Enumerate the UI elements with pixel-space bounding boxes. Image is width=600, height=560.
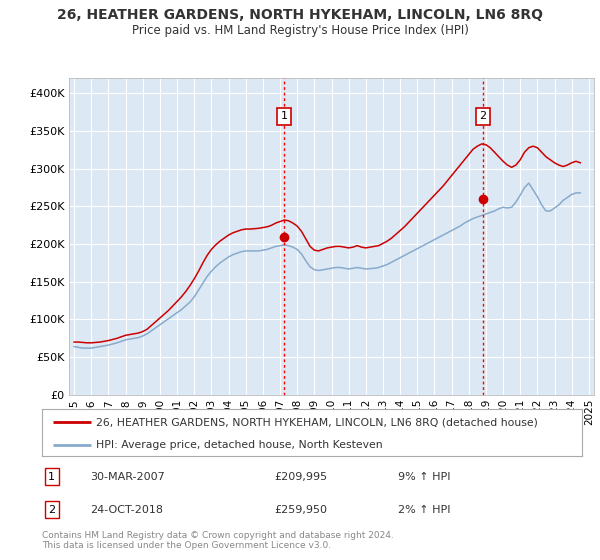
Text: £259,950: £259,950: [274, 505, 327, 515]
Text: 1: 1: [281, 111, 287, 122]
Text: 30-MAR-2007: 30-MAR-2007: [91, 472, 166, 482]
Text: Price paid vs. HM Land Registry's House Price Index (HPI): Price paid vs. HM Land Registry's House …: [131, 24, 469, 36]
Text: £209,995: £209,995: [274, 472, 328, 482]
Text: 2: 2: [48, 505, 55, 515]
Text: 2: 2: [479, 111, 486, 122]
Text: 26, HEATHER GARDENS, NORTH HYKEHAM, LINCOLN, LN6 8RQ: 26, HEATHER GARDENS, NORTH HYKEHAM, LINC…: [57, 8, 543, 22]
Text: 2% ↑ HPI: 2% ↑ HPI: [398, 505, 451, 515]
Text: 1: 1: [48, 472, 55, 482]
Text: 24-OCT-2018: 24-OCT-2018: [91, 505, 164, 515]
Text: HPI: Average price, detached house, North Kesteven: HPI: Average price, detached house, Nort…: [96, 440, 383, 450]
Text: 26, HEATHER GARDENS, NORTH HYKEHAM, LINCOLN, LN6 8RQ (detached house): 26, HEATHER GARDENS, NORTH HYKEHAM, LINC…: [96, 417, 538, 427]
Text: Contains HM Land Registry data © Crown copyright and database right 2024.
This d: Contains HM Land Registry data © Crown c…: [42, 530, 394, 550]
Text: 9% ↑ HPI: 9% ↑ HPI: [398, 472, 451, 482]
